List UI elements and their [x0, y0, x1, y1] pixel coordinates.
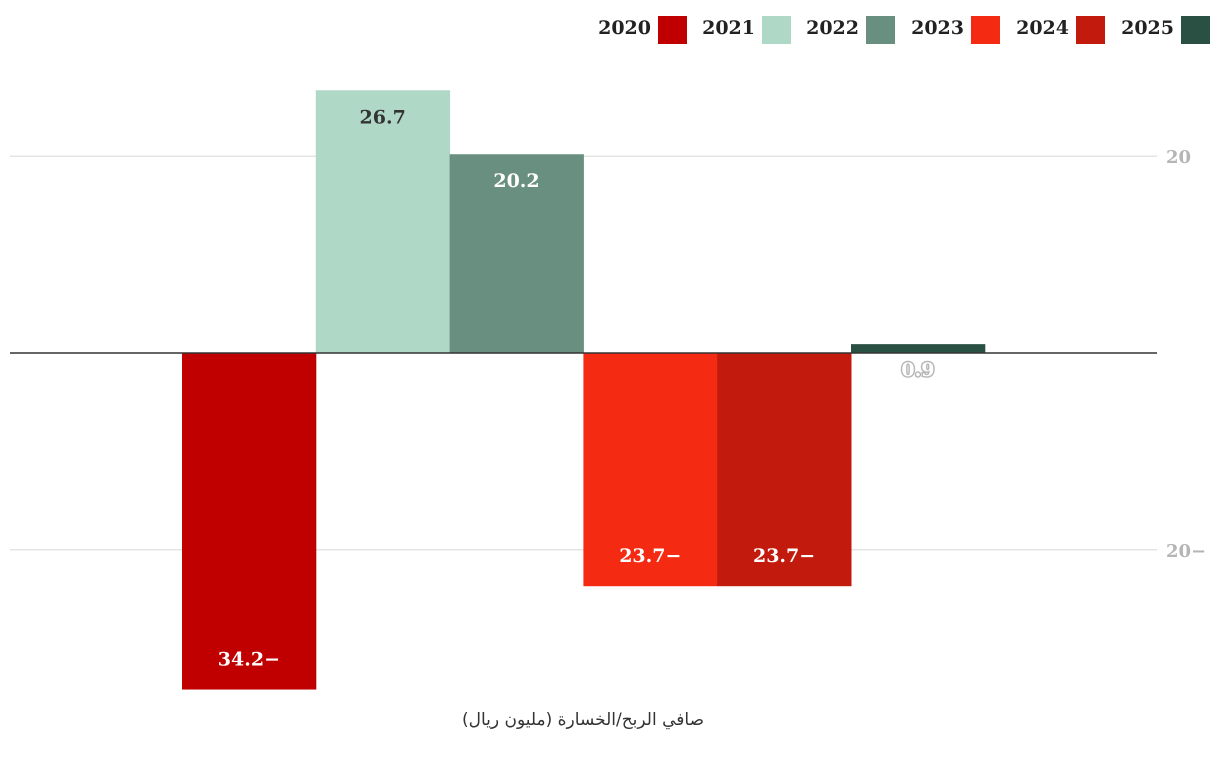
bar-label-2025: 0.9: [901, 359, 934, 381]
bar-2023: [583, 353, 718, 587]
legend-swatch-2022: [866, 16, 895, 44]
legend-label-2024: 2024: [1016, 17, 1069, 39]
legend-label-2020: 2020: [598, 17, 651, 39]
legend-swatch-2024: [1076, 16, 1105, 44]
legend-swatch-2025: [1181, 16, 1210, 44]
legend-swatch-2020: [658, 16, 687, 44]
bar-2021: [315, 90, 451, 353]
x-axis-label: صافي الربح/الخسارة (مليون ريال): [462, 710, 704, 730]
legend-label-2025: 2025: [1121, 17, 1174, 39]
bar-label-2022: 20.2: [493, 170, 539, 192]
bar-2022: [449, 154, 584, 353]
y-tick-label: 20−: [1166, 541, 1206, 562]
y-axis-ticks: 20 20−: [1166, 147, 1206, 562]
legend-label-2022: 2022: [806, 17, 859, 39]
y-tick-label: 20: [1166, 147, 1191, 168]
bar-2020: [182, 353, 317, 690]
legend-swatch-2021: [762, 16, 791, 44]
bar-label-2024: 23.7−: [753, 545, 815, 567]
bar-label-2020: 34.2−: [218, 649, 280, 671]
bar-labels: 34.2− 26.7 20.2 23.7− 23.7− 0.9: [218, 106, 936, 671]
bar-2025: [851, 344, 986, 353]
bar-label-2023: 23.7−: [619, 545, 681, 567]
bar-2024: [717, 353, 852, 587]
legend: 2020 2021 2022 2023 2024 2025: [598, 16, 1210, 44]
bar-label-2021: 26.7: [360, 106, 406, 128]
legend-label-2023: 2023: [911, 17, 964, 39]
bars: [182, 90, 986, 690]
legend-label-2021: 2021: [702, 17, 755, 39]
legend-swatch-2023: [971, 16, 1000, 44]
